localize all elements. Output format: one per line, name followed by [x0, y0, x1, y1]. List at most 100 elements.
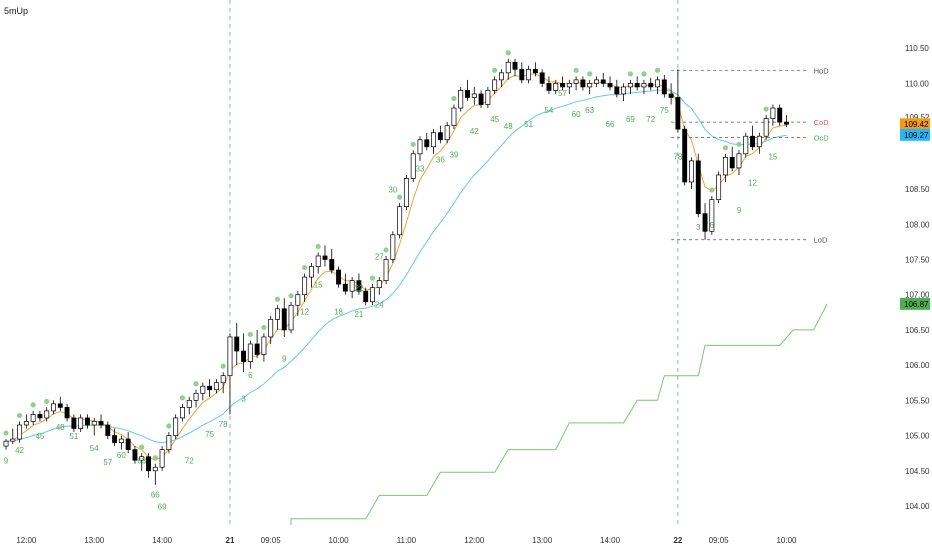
candle-body — [64, 407, 70, 419]
candle-body — [125, 438, 131, 450]
bar-count-label: 48 — [56, 423, 65, 432]
signal-dot — [220, 363, 226, 369]
candle-body — [695, 160, 701, 215]
x-tick-label: 22 — [673, 536, 682, 545]
bar-count-label: 60 — [572, 110, 581, 119]
candle-body — [431, 132, 437, 148]
price-tag — [900, 118, 930, 131]
x-tick-label: 14:00 — [152, 536, 173, 545]
candle-body — [485, 90, 491, 105]
candle-body — [580, 79, 586, 88]
bar-count-label: 22 — [354, 284, 363, 293]
candle-body — [519, 68, 525, 81]
level-label: LoD — [814, 236, 828, 245]
candle-body — [661, 79, 667, 95]
candle-body — [51, 403, 56, 412]
candle-body — [648, 83, 654, 88]
candle-body — [444, 125, 450, 141]
y-tick-label: 110.00 — [905, 79, 929, 88]
bar-count-label: 9 — [4, 457, 9, 466]
bar-count-label: 12 — [748, 179, 757, 188]
candle-body — [342, 283, 348, 292]
candle-body — [702, 213, 708, 232]
candle-body — [587, 83, 593, 88]
y-tick-label: 107.00 — [905, 291, 930, 300]
candle-body — [627, 83, 633, 88]
candle-body — [417, 139, 423, 155]
bar-count-label: 57 — [558, 89, 567, 98]
chart-title: 5mUp — [4, 6, 29, 16]
bar-count-label: 75 — [205, 430, 214, 439]
price-tag — [900, 128, 930, 141]
bar-count-label: 9 — [737, 206, 742, 215]
x-tick-label: 13:00 — [84, 536, 105, 545]
candle-body — [465, 90, 470, 98]
candle-body — [546, 83, 552, 91]
candle-body — [784, 121, 789, 125]
signal-dot — [410, 141, 416, 147]
candle-body — [750, 135, 756, 148]
candle-body — [668, 93, 674, 98]
bar-count-label: 78 — [673, 152, 682, 161]
signal-dot — [193, 381, 199, 387]
candle-body — [641, 83, 647, 88]
bar-count-label: 66 — [606, 120, 615, 129]
y-tick-label: 107.50 — [905, 255, 930, 264]
candle-body — [295, 294, 301, 306]
ema-slow-line — [5, 89, 787, 444]
candle-body — [675, 97, 681, 130]
signal-dot — [627, 71, 633, 77]
signal-dot — [383, 247, 389, 253]
candle-body — [30, 414, 36, 422]
candle-body — [132, 449, 138, 461]
bar-count-label: 3 — [241, 395, 246, 404]
candle-body — [363, 290, 369, 303]
candle-body — [57, 403, 63, 408]
x-tick-label: 12:00 — [464, 536, 485, 545]
signal-dot — [261, 324, 267, 331]
bar-count-label: 42 — [15, 446, 24, 455]
bar-count-label: 9 — [282, 355, 287, 364]
candle-body — [105, 424, 111, 436]
x-tick-label: 14:00 — [600, 536, 621, 545]
candle-body — [17, 424, 23, 440]
candle-body — [98, 421, 104, 426]
signal-dot — [369, 275, 376, 281]
x-tick-label: 13:00 — [532, 536, 553, 545]
bar-count-label: 51 — [524, 120, 533, 129]
candle-body — [308, 266, 314, 278]
candle-body — [227, 336, 233, 377]
candle-body — [498, 72, 504, 81]
bar-count-label: 63 — [137, 457, 146, 466]
candle-body — [682, 128, 688, 183]
bar-count-label: 72 — [646, 115, 655, 124]
candle-body — [281, 308, 287, 331]
bar-count-label: 18 — [334, 307, 343, 316]
bar-count-label: 63 — [585, 106, 594, 115]
candle-body — [424, 139, 430, 148]
candle-body — [403, 178, 409, 207]
candle-body — [146, 456, 151, 472]
candle-body — [370, 287, 375, 303]
x-tick-label: 09:05 — [709, 536, 730, 545]
candle-body — [709, 199, 715, 232]
bar-count-label: 72 — [185, 457, 194, 466]
step-line — [290, 303, 828, 525]
signal-dot — [492, 67, 498, 73]
candle-body — [200, 385, 206, 394]
signal-dot — [274, 296, 281, 302]
candle-body — [539, 72, 545, 84]
candle-body — [193, 392, 199, 401]
candle-body — [315, 255, 321, 267]
bar-count-label: 36 — [436, 155, 445, 164]
signal-dot — [16, 412, 23, 419]
signal-dot — [152, 455, 158, 461]
signal-dot — [179, 395, 186, 401]
price-tag-label: 109.42 — [904, 120, 929, 129]
bar-count-label: 69 — [158, 503, 167, 512]
y-tick-label: 104.50 — [905, 467, 930, 476]
candle-body — [655, 79, 660, 88]
signal-dot — [654, 67, 661, 73]
bar-count-label: 15 — [768, 152, 777, 161]
